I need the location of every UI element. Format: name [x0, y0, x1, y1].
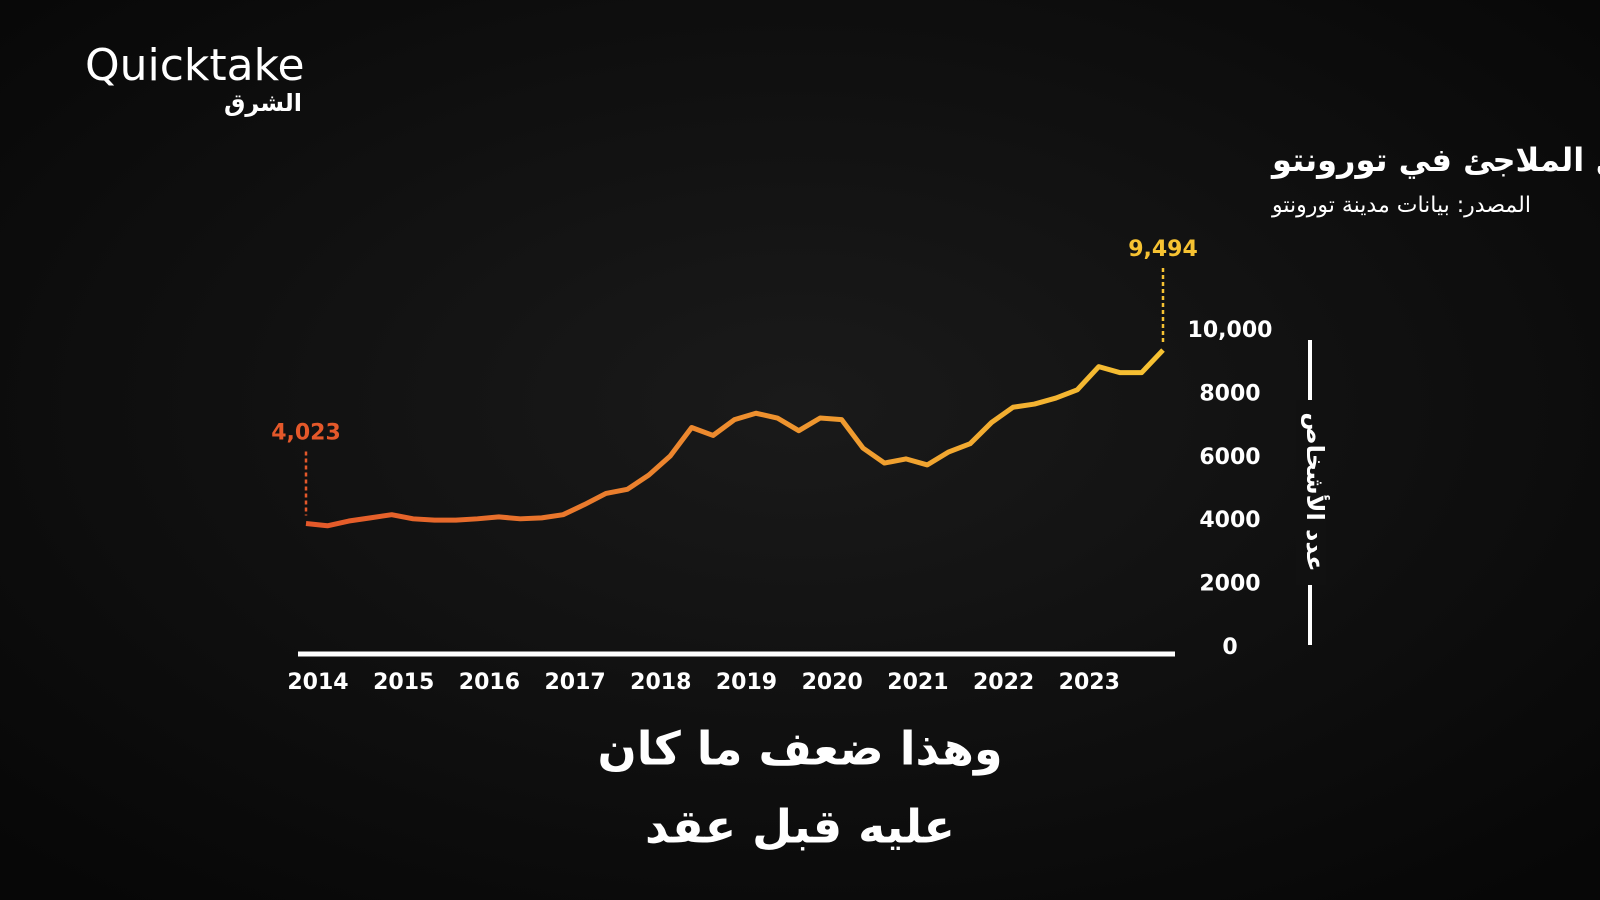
y-tick-label: 2000: [1199, 572, 1260, 597]
y-axis-gap: [1296, 400, 1326, 585]
line: [305, 348, 1165, 529]
x-tick-label: 2018: [630, 670, 691, 695]
x-tick-label: 2017: [544, 670, 605, 695]
y-tick-label: 0: [1222, 635, 1237, 660]
y-tick-label: 10,000: [1188, 318, 1273, 343]
x-tick-label: 2015: [373, 670, 434, 695]
caption: عليه قبل عقد: [645, 800, 955, 854]
logo: Quicktake: [85, 40, 305, 91]
logo-sub: الشرق: [224, 89, 302, 117]
value-label: 9,494: [1128, 237, 1198, 262]
chart-subtitle: المصدر: بيانات مدينة تورونتو: [1271, 193, 1531, 218]
x-tick-label: 2020: [802, 670, 863, 695]
x-tick-label: 2016: [459, 670, 520, 695]
y-tick-label: 6000: [1199, 445, 1260, 470]
y-axis-label: عدد الأشخاص: [1301, 412, 1330, 571]
y-tick-label: 4000: [1199, 508, 1260, 533]
x-tick-label: 2021: [887, 670, 948, 695]
x-tick-label: 2019: [716, 670, 777, 695]
x-tick-label: 2014: [287, 670, 348, 695]
x-tick-label: 2023: [1059, 670, 1120, 695]
y-tick-label: 8000: [1199, 381, 1260, 406]
chart-title: معدل إشغال الملاجئ في تورونتو: [1270, 141, 1600, 180]
x-tick-label: 2022: [973, 670, 1034, 695]
value-label: 4,023: [271, 420, 341, 445]
caption: وهذا ضعف ما كان: [597, 722, 1002, 776]
